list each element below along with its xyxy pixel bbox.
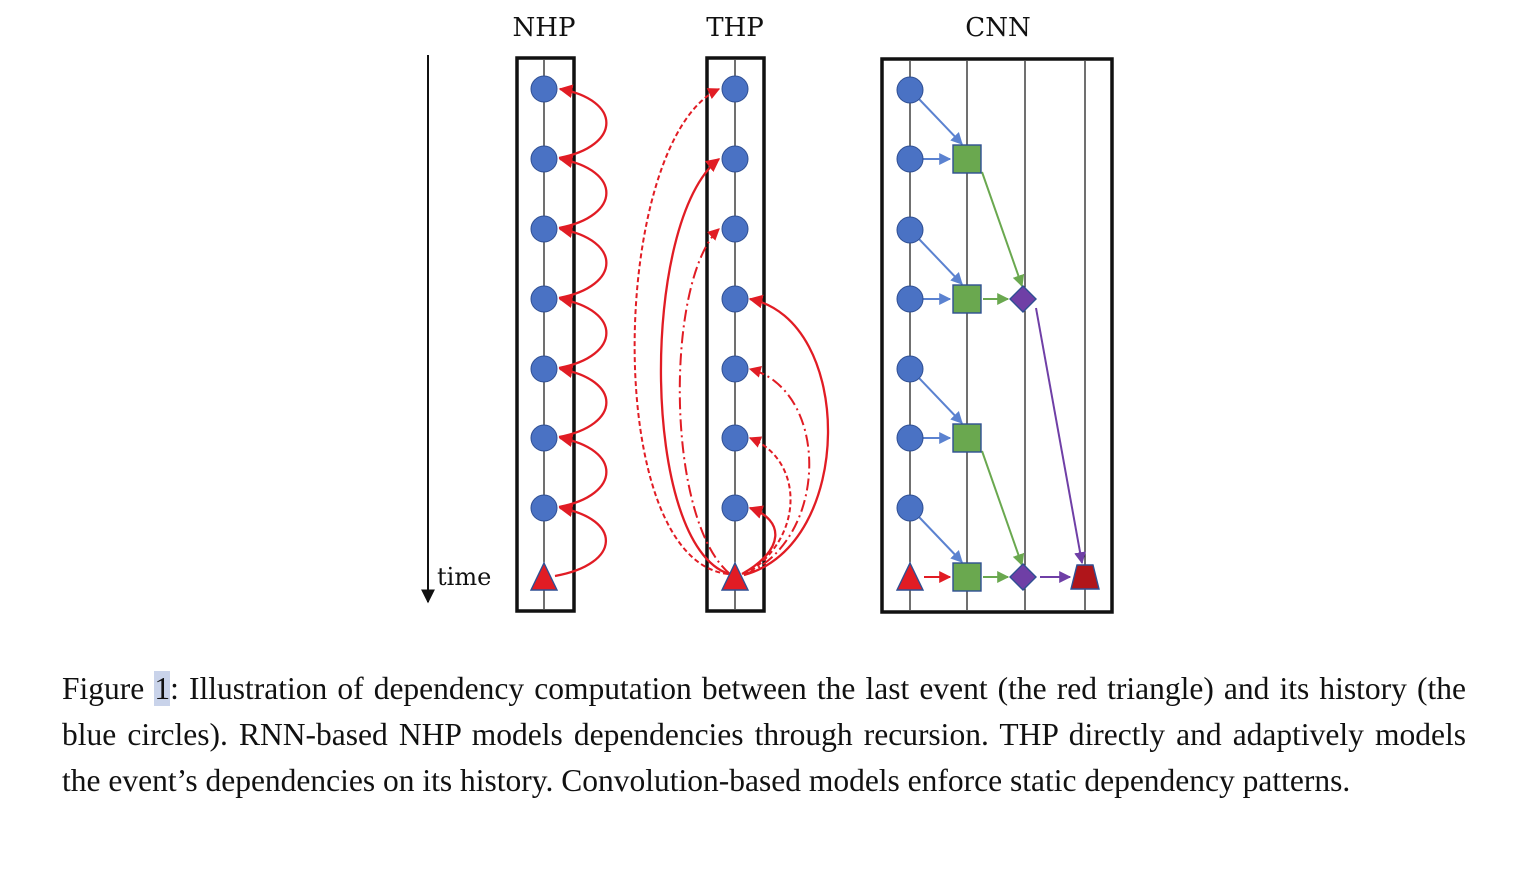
caption-label: Figure [62,671,155,706]
thp-attention-arrow [743,294,830,577]
nhp-history-event [530,424,558,452]
cnn-conv1-node [952,144,982,174]
thp-history-event [721,75,749,103]
figure-caption: Figure 1: Illustration of dependency com… [62,666,1466,804]
thp-history-event [721,145,749,173]
thp-attention-arrow [659,158,730,576]
cnn-frame [880,57,1114,614]
panel-title-cnn: CNN [965,13,1030,43]
cnn-history-event [896,285,924,313]
thp-history-event [721,494,749,522]
cnn-history-event [896,145,924,173]
caption-text: : Illustration of dependency computation… [62,671,1467,798]
thp-attention-arrow [743,436,792,576]
nhp-history-event [530,75,558,103]
nhp-history-event [530,494,558,522]
nhp-recursion-arrow [554,503,608,578]
cnn-layer1-arrow [981,171,1025,288]
thp-attention-arrow [633,88,729,575]
cnn-input-arrow [918,98,963,145]
cnn-history-event [896,424,924,452]
cnn-conv2-node [1009,285,1037,313]
cnn-history-event [896,76,924,104]
thp-attention-arrow [743,365,811,576]
nhp-recursion-arrow [558,224,608,300]
cnn-history-event [896,494,924,522]
thp-history-event [721,424,749,452]
nhp-recursion-arrow [558,84,608,160]
nhp-history-event [530,215,558,243]
cnn-layer1-arrow [981,450,1025,567]
caption-figure-number[interactable]: 1 [154,671,171,706]
thp-attention-arrow [741,505,777,576]
cnn-conv1-node [952,284,982,314]
cnn-conv2-node [1009,563,1037,591]
dependency-figure: time NHP THP CNN [421,13,1114,614]
thp-history-event [721,355,749,383]
cnn-input-arrow [918,238,963,285]
cnn-input-arrow [918,377,963,424]
cnn-last-event [895,561,925,591]
thp-panel [633,56,830,613]
panel-title-thp: THP [706,13,764,43]
thp-attention-arrow [678,228,731,575]
nhp-history-event [530,355,558,383]
thp-history-event [721,215,749,243]
nhp-history-event [530,285,558,313]
nhp-last-event [529,561,559,591]
nhp-frame [515,56,576,613]
cnn-history-event [896,216,924,244]
panel-title-nhp: NHP [513,13,576,43]
thp-last-event [720,561,750,591]
nhp-history-event [530,145,558,173]
cnn-conv1-node [952,423,982,453]
cnn-input-arrow [918,516,963,563]
cnn-output-node [1070,564,1100,590]
nhp-recursion-arrow [558,364,608,439]
cnn-layer2-arrow [1035,307,1086,565]
thp-history-event [721,285,749,313]
nhp-recursion-arrow [558,294,608,370]
thp-frame [705,56,766,613]
nhp-recursion-arrow [558,433,608,509]
nhp-panel [515,56,608,613]
nhp-recursion-arrow [558,154,608,230]
cnn-history-event [896,355,924,383]
cnn-conv1-node [952,562,982,592]
time-axis-label: time [437,563,491,591]
cnn-panel [880,57,1114,614]
